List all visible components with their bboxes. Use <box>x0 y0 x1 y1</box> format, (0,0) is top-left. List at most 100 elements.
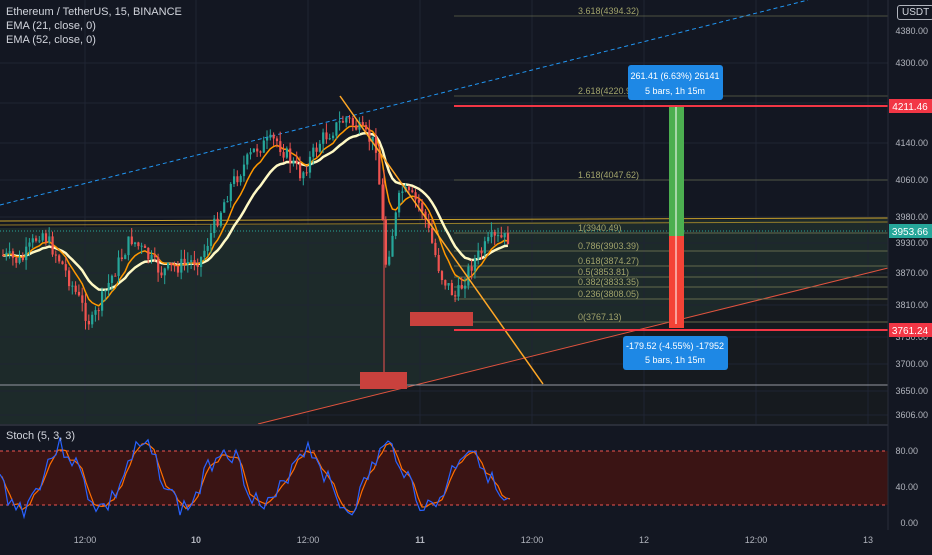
candle <box>454 290 457 303</box>
fib-level-label: 0.5(3853.81) <box>578 267 629 277</box>
candle <box>299 156 302 182</box>
ema-21-line[interactable] <box>2 124 509 307</box>
price-label: 4060.00 <box>895 175 928 185</box>
current-price-tag[interactable]: 3953.66 <box>889 224 932 238</box>
time-axis[interactable] <box>0 530 932 550</box>
candle <box>437 248 440 274</box>
descending-trendline[interactable] <box>339 95 544 385</box>
candle <box>487 231 490 244</box>
candle <box>124 253 127 260</box>
candle <box>134 241 137 247</box>
stoch-label: 80.00 <box>895 446 918 456</box>
candle <box>114 273 117 277</box>
candle <box>160 266 163 279</box>
candle <box>431 219 434 244</box>
candle <box>190 255 193 269</box>
candle <box>391 228 394 257</box>
candle <box>209 224 213 254</box>
time-label: 12:00 <box>74 535 97 545</box>
candle <box>186 252 189 273</box>
profit-info-line1: 261.41 (6.63%) 26141 <box>630 71 719 81</box>
ema-52-legend[interactable]: EMA (52, close, 0) <box>6 34 96 46</box>
price-label: 3930.00 <box>895 238 928 248</box>
candle <box>110 274 114 291</box>
candle <box>183 249 186 271</box>
pane-separator[interactable] <box>0 424 932 426</box>
candle <box>457 277 460 301</box>
time-label: 12:00 <box>745 535 768 545</box>
candle <box>398 190 401 218</box>
ema-21-legend[interactable]: EMA (21, close, 0) <box>6 20 96 32</box>
fib-level-label: 1(3940.49) <box>578 223 622 233</box>
candle <box>193 250 196 271</box>
long-position-tool[interactable]: 261.41 (6.63%) 26141 5 bars, 1h 15m -179… <box>454 65 888 370</box>
resistance-line-top[interactable] <box>0 217 889 222</box>
candle <box>348 115 351 124</box>
candle <box>473 254 477 279</box>
stoch-axis[interactable] <box>889 426 932 530</box>
candle <box>477 242 480 265</box>
stoch-k-line[interactable] <box>0 437 509 520</box>
demand-zone-marker-2[interactable] <box>360 372 407 389</box>
candle <box>203 244 206 261</box>
symbol-title[interactable]: Ethereum / TetherUS, 15, BINANCE <box>6 6 182 18</box>
candle <box>84 293 87 330</box>
candle <box>368 119 371 151</box>
candle <box>216 212 219 228</box>
ema-52-line[interactable] <box>2 131 508 292</box>
price-axis[interactable] <box>888 0 932 426</box>
candle <box>229 182 232 208</box>
candle <box>447 283 450 291</box>
stoch-axis-labels: 80.00 40.00 0.00 <box>895 446 918 528</box>
candlestick-series[interactable] <box>2 111 510 380</box>
demand-zone-marker-1[interactable] <box>410 312 473 326</box>
candle <box>97 307 100 321</box>
candle <box>493 229 496 246</box>
candle <box>170 262 173 272</box>
candle <box>167 262 170 271</box>
price-label: 3810.00 <box>895 300 928 310</box>
candle <box>2 249 5 257</box>
upper-channel-line[interactable] <box>0 0 809 206</box>
candle <box>213 215 216 238</box>
target-price-tag[interactable]: 4211.46 <box>889 99 932 113</box>
candle <box>450 279 453 296</box>
fib-level-label: 0.618(3874.27) <box>578 256 639 266</box>
candle <box>176 260 180 277</box>
candle <box>196 258 199 276</box>
fib-level-label: 3.618(4394.32) <box>578 6 639 16</box>
candle <box>506 226 510 245</box>
candle <box>351 115 354 132</box>
fib-level-label: 2.618(4220.92) <box>578 86 639 96</box>
candle <box>318 140 321 153</box>
candle <box>285 146 288 159</box>
candle <box>252 148 255 153</box>
candle <box>61 260 64 265</box>
candle <box>269 129 272 141</box>
candle <box>361 115 364 127</box>
price-label: 3650.00 <box>895 386 928 396</box>
candle <box>163 267 166 285</box>
candle <box>130 228 133 246</box>
candle <box>328 133 331 141</box>
loss-info-line1: -179.52 (-4.55%) -17952 <box>626 341 724 351</box>
price-label: 3870.00 <box>895 268 928 278</box>
lower-channel-line[interactable] <box>257 267 889 425</box>
candle <box>308 151 312 179</box>
candle <box>44 229 48 246</box>
time-label: 10 <box>191 535 201 545</box>
price-label-partial: 4380.00 <box>895 26 928 36</box>
stop-price-tag[interactable]: 3761.24 <box>889 323 932 337</box>
candle <box>341 115 345 124</box>
candle <box>71 281 74 295</box>
stoch-legend[interactable]: Stoch (5, 3, 3) <box>6 430 76 442</box>
candle <box>440 270 444 285</box>
candle <box>74 281 77 295</box>
candle <box>91 311 94 328</box>
candle <box>497 227 500 242</box>
currency-badge[interactable]: USDT <box>897 5 932 20</box>
candle <box>266 130 269 150</box>
candle <box>388 250 391 267</box>
candle <box>8 242 11 259</box>
